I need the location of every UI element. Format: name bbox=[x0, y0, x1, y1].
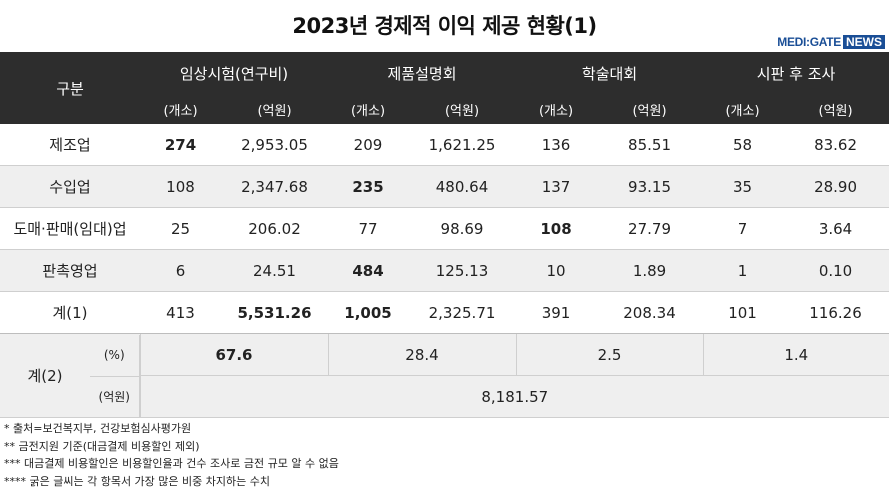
unit-header: (개소) bbox=[140, 94, 221, 124]
table-row-total-2-percent: 계(2) (%) (억원) 67.6 28.4 2.5 1.4 bbox=[0, 333, 889, 418]
footnote: **** 굵은 글씨는 각 항목서 가장 많은 비중 차지하는 수치 bbox=[4, 474, 270, 488]
row-label: 수입업 bbox=[0, 165, 140, 208]
percent-cell: 2.5 bbox=[516, 333, 704, 376]
table-cell: 2,347.68 bbox=[221, 165, 328, 208]
table-cell: 1,005 bbox=[328, 291, 408, 334]
benefit-table: 구분 임상시험(연구비) 제품설명회 학술대회 시판 후 조사 (개소) (억원… bbox=[0, 52, 889, 418]
table-cell: 58 bbox=[703, 124, 783, 166]
percent-cell: 67.6 bbox=[140, 333, 329, 376]
table-cell: 85.51 bbox=[596, 124, 704, 166]
table-cell: 1 bbox=[703, 249, 783, 292]
table-cell: 25 bbox=[140, 207, 221, 250]
medigate-news-logo: MEDI:GATE NEWS bbox=[777, 35, 885, 49]
unit-header: (억원) bbox=[408, 94, 517, 124]
page-title: 2023년 경제적 이익 제공 현황(1) bbox=[292, 14, 597, 38]
table-cell: 24.51 bbox=[221, 249, 328, 292]
table-cell: 484 bbox=[328, 249, 408, 292]
header-clinical-trial: 임상시험(연구비) bbox=[140, 52, 328, 94]
table-cell: 209 bbox=[328, 124, 408, 166]
table-cell: 2,325.71 bbox=[408, 291, 517, 334]
table-cell: 93.15 bbox=[596, 165, 704, 208]
unit-header: (억원) bbox=[221, 94, 328, 124]
header-product-briefing: 제품설명회 bbox=[328, 52, 517, 94]
table-cell: 137 bbox=[516, 165, 597, 208]
row-label: 도매·판매(임대)업 bbox=[0, 207, 140, 250]
unit-header: (억원) bbox=[596, 94, 704, 124]
footnotes: * 출처=보건복지부, 건강보험심사평가원 ** 금전지원 기준(대금결제 비용… bbox=[4, 420, 339, 490]
table-cell: 125.13 bbox=[408, 249, 517, 292]
table-cell: 27.79 bbox=[596, 207, 704, 250]
table-cell: 98.69 bbox=[408, 207, 517, 250]
table-cell: 391 bbox=[516, 291, 597, 334]
won-total-cell: 8,181.57 bbox=[140, 375, 889, 418]
table-row: 판촉영업 6 24.51 484 125.13 10 1.89 1 0.10 bbox=[0, 249, 889, 292]
table-cell: 206.02 bbox=[221, 207, 328, 250]
row-label: 제조업 bbox=[0, 124, 140, 166]
table-cell: 28.90 bbox=[782, 165, 889, 208]
unit-label-percent: (%) bbox=[90, 334, 140, 377]
percent-cell: 28.4 bbox=[328, 333, 517, 376]
table-cell: 136 bbox=[516, 124, 597, 166]
table-cell: 235 bbox=[328, 165, 408, 208]
table-cell: 274 bbox=[140, 124, 221, 166]
table-cell: 1,621.25 bbox=[408, 124, 517, 166]
table-cell: 413 bbox=[140, 291, 221, 334]
table-row: 도매·판매(임대)업 25 206.02 77 98.69 108 27.79 … bbox=[0, 207, 889, 250]
unit-label-won: (억원) bbox=[90, 376, 140, 417]
table-cell: 480.64 bbox=[408, 165, 517, 208]
table-cell: 208.34 bbox=[596, 291, 704, 334]
table-cell: 0.10 bbox=[782, 249, 889, 292]
table-row-total-1: 계(1) 413 5,531.26 1,005 2,325.71 391 208… bbox=[0, 291, 889, 334]
unit-header: (개소) bbox=[328, 94, 408, 124]
unit-header: (억원) bbox=[782, 94, 889, 124]
row-label: 계(1) bbox=[0, 291, 140, 334]
unit-header: (개소) bbox=[516, 94, 597, 124]
header-post-marketing-survey: 시판 후 조사 bbox=[703, 52, 889, 94]
table-cell: 108 bbox=[140, 165, 221, 208]
footnote: * 출처=보건복지부, 건강보험심사평가원 bbox=[4, 422, 192, 435]
table-row-total-2-won: 8,181.57 bbox=[0, 375, 889, 418]
table-cell: 2,953.05 bbox=[221, 124, 328, 166]
total-2-cell: 계(2) (%) (억원) bbox=[0, 333, 141, 418]
footnote: *** 대금결제 비용할인은 비용할인율과 건수 조사로 금전 규모 알 수 없… bbox=[4, 457, 339, 470]
row-label: 판촉영업 bbox=[0, 249, 140, 292]
table-cell: 7 bbox=[703, 207, 783, 250]
table-cell: 101 bbox=[703, 291, 783, 334]
footnote: ** 금전지원 기준(대금결제 비용할인 제외) bbox=[4, 439, 200, 453]
percent-cell: 1.4 bbox=[703, 333, 889, 376]
table-cell: 10 bbox=[516, 249, 597, 292]
table-cell: 116.26 bbox=[782, 291, 889, 334]
table-cell: 35 bbox=[703, 165, 783, 208]
table-cell: 6 bbox=[140, 249, 221, 292]
table-cell: 108 bbox=[516, 207, 597, 250]
total-2-inner: 계(2) (%) (억원) bbox=[0, 334, 140, 417]
table-cell: 1.89 bbox=[596, 249, 704, 292]
header-academic-conference: 학술대회 bbox=[516, 52, 704, 94]
unit-header: (개소) bbox=[703, 94, 783, 124]
table-cell: 83.62 bbox=[782, 124, 889, 166]
table-row: 수입업 108 2,347.68 235 480.64 137 93.15 35… bbox=[0, 165, 889, 208]
row-label: 계(2) bbox=[0, 334, 90, 417]
table-cell: 5,531.26 bbox=[221, 291, 328, 334]
table-row: 제조업 274 2,953.05 209 1,621.25 136 85.51 … bbox=[0, 124, 889, 166]
table-cell: 3.64 bbox=[782, 207, 889, 250]
logo-medi: MEDI:GATE bbox=[777, 35, 841, 49]
logo-news: NEWS bbox=[843, 35, 885, 49]
header-category: 구분 bbox=[0, 52, 140, 124]
table-cell: 77 bbox=[328, 207, 408, 250]
